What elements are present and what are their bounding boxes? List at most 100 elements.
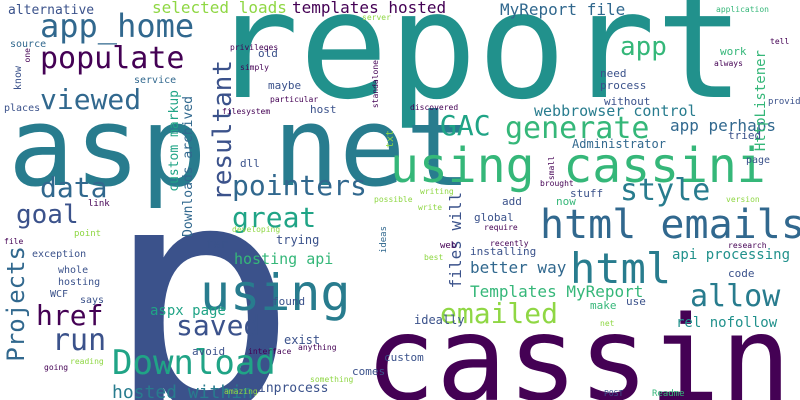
word-found: found <box>272 295 306 308</box>
word-trying: trying <box>276 233 320 247</box>
word-file: file <box>4 237 24 246</box>
word-pointers: pointers <box>232 169 367 202</box>
word-need: need <box>600 67 627 80</box>
word-write: write <box>418 203 443 212</box>
word-code: code <box>728 267 755 280</box>
word-using: using <box>200 264 351 322</box>
word-myreport-file: MyReport file <box>500 0 626 19</box>
word-provide: provide <box>768 97 800 107</box>
word-filesystem: filesystem <box>222 107 271 116</box>
word-reading: reading <box>70 357 104 366</box>
word-web: web <box>440 241 457 251</box>
word-brought: brought <box>540 179 574 188</box>
word-better-way: better way <box>470 258 567 277</box>
word-says: says <box>80 295 105 306</box>
word-goal: goal <box>16 200 79 230</box>
word-custom-markup: custom markup <box>167 90 182 192</box>
word-use: use <box>626 295 646 308</box>
word-viewed: viewed <box>40 83 142 116</box>
word-page: page <box>746 155 771 166</box>
word-source: source <box>10 39 47 50</box>
word-p: p <box>105 114 298 400</box>
word-data: data <box>40 171 108 204</box>
word-gac: GAC <box>440 109 491 142</box>
word-app-perhaps: app perhaps <box>670 116 776 135</box>
word-populate: populate <box>40 41 185 76</box>
word-selected-loads: selected loads <box>152 0 287 17</box>
word-html-emails: html emails <box>540 202 800 248</box>
word-generate: generate <box>505 111 650 146</box>
word-aspx-page: aspx page <box>150 303 226 319</box>
word-installing: installing <box>470 245 537 258</box>
word-projects: Projects <box>2 246 30 362</box>
word-downloads-archived: Downloads archived <box>181 96 196 237</box>
word-developing: developing <box>232 225 281 234</box>
word-txt: txt <box>385 130 396 149</box>
word-writing: writing <box>420 187 454 196</box>
word-standalone: standalone <box>371 60 380 109</box>
word-server: server <box>362 13 391 22</box>
word-download: Download <box>112 343 276 383</box>
word-without: without <box>604 95 651 108</box>
word-comes: comes <box>352 365 386 378</box>
word-href: href <box>36 299 104 332</box>
word-resultant: resultant <box>208 60 238 201</box>
word-recently: recently <box>490 239 529 248</box>
word-amazing: amazing <box>224 387 258 396</box>
word-interface: interface <box>248 347 292 356</box>
word-saved: saved <box>176 309 261 342</box>
word-service: service <box>134 75 177 86</box>
word-far: far <box>206 237 228 251</box>
word-particular: particular <box>270 95 319 104</box>
word-anything: anything <box>298 343 337 352</box>
word-now: now <box>556 195 576 208</box>
word-ideas: ideas <box>379 226 389 254</box>
word-administrator: Administrator <box>572 137 666 151</box>
word-tried: tried <box>728 129 762 142</box>
word-report: report <box>210 0 745 132</box>
word-html: html <box>570 244 672 293</box>
word-always: always <box>714 59 743 68</box>
word-using-cassini: using cassini <box>390 138 766 194</box>
word-places: places <box>4 103 41 114</box>
word-discovered: discovered <box>410 103 459 112</box>
word-exist: exist <box>284 333 321 347</box>
word-going: going <box>44 363 69 372</box>
word-hosting: hosting <box>58 277 101 288</box>
word-something: something <box>310 375 354 384</box>
word-point: point <box>74 229 102 239</box>
word-templates-myreport: Templates MyReport <box>470 282 644 301</box>
word-host: host <box>310 103 337 116</box>
word-great: great <box>232 201 317 234</box>
word-old: old <box>258 47 278 60</box>
word-webbrowser-control: webbrowser control <box>534 102 697 120</box>
word-process: process <box>600 79 647 92</box>
word-link: link <box>88 199 110 209</box>
word-style: style <box>620 173 711 208</box>
word-make: make <box>590 299 617 312</box>
word-add: add <box>502 195 522 208</box>
word-custom: custom <box>384 351 424 364</box>
word-app: app <box>620 32 667 62</box>
word-alternative: alternative <box>8 3 95 18</box>
word-hosting-api: hosting api <box>234 250 334 268</box>
word-tell: tell <box>770 37 790 46</box>
word-hosted-within: hosted within <box>112 382 253 400</box>
word-possible: possible <box>374 195 413 204</box>
word-cassini: cassini <box>365 290 800 400</box>
word-privileges: privileges <box>230 43 279 52</box>
word-ideally: ideally <box>414 313 465 327</box>
word-simply: simply <box>240 63 269 72</box>
word-emailed: emailed <box>440 297 559 330</box>
word-post: POST <box>604 389 624 398</box>
word-work: work <box>720 45 747 58</box>
word-net: net <box>600 319 615 328</box>
word-run: run <box>52 323 107 358</box>
word-exception: exception <box>32 249 87 260</box>
word-allow: allow <box>690 279 781 314</box>
word-rel-nofollow: rel nofollow <box>676 315 778 331</box>
word-application: application <box>716 5 769 14</box>
word-avoid: avoid <box>192 345 226 358</box>
word-research: research <box>728 241 767 250</box>
